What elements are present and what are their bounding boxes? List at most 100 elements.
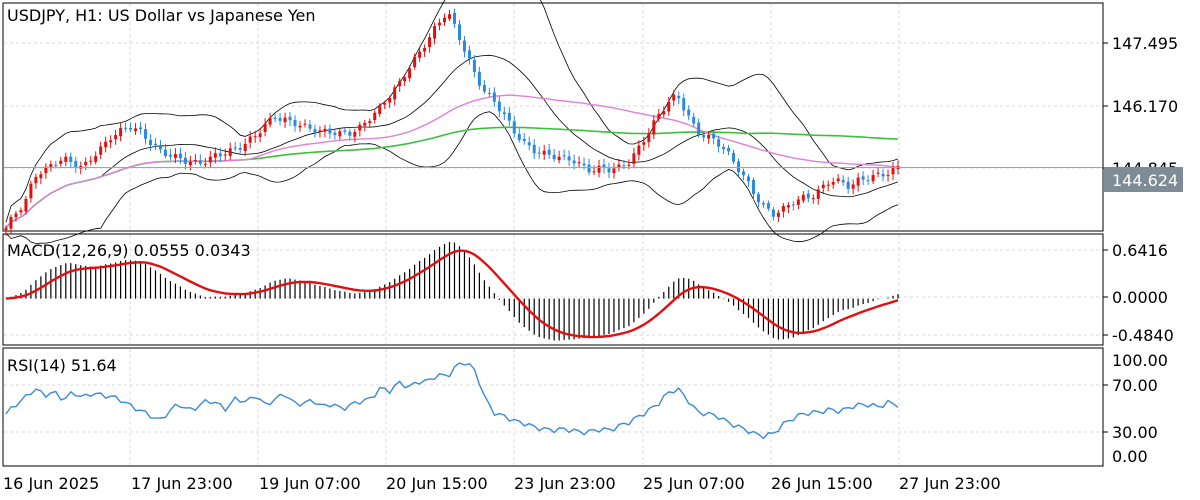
candle-body — [677, 95, 681, 99]
candle-body — [657, 113, 661, 120]
candle-body — [597, 165, 601, 173]
candle-body — [876, 172, 880, 174]
candle-body — [796, 199, 800, 205]
candle-body — [124, 127, 128, 129]
candle-body — [722, 146, 726, 150]
candle-body — [338, 131, 342, 137]
price-title: USDJPY, H1: US Dollar vs Japanese Yen — [7, 6, 316, 25]
candle — [886, 169, 890, 182]
time-tick-label: 25 Jun 07:00 — [643, 474, 745, 493]
candle-body — [866, 180, 870, 182]
candle-body — [333, 132, 337, 135]
candle-body — [348, 131, 352, 136]
candle-body — [253, 136, 257, 138]
candle-body — [393, 87, 397, 100]
candle — [776, 209, 780, 222]
rsi-title: RSI(14) 51.64 — [7, 356, 117, 375]
candle — [851, 179, 855, 195]
candle-body — [502, 112, 506, 115]
candle-body — [662, 111, 666, 115]
candle — [168, 148, 172, 161]
current-price-badge: 144.624 — [1104, 167, 1183, 192]
candle-body — [667, 101, 671, 112]
rsi-panel[interactable] — [2, 347, 1104, 467]
candle-body — [163, 149, 167, 156]
candle — [273, 112, 277, 123]
candle — [293, 115, 297, 132]
candle-body — [428, 37, 432, 47]
time-tick-label: 26 Jun 15:00 — [771, 474, 873, 493]
candle — [403, 74, 407, 87]
current-price-label: 144.624 — [1112, 171, 1178, 190]
candle — [722, 143, 726, 155]
candle — [687, 105, 691, 121]
candle-body — [542, 150, 546, 155]
candle — [258, 127, 262, 143]
candle-body — [806, 193, 810, 199]
candle — [771, 206, 775, 221]
candle-body — [607, 168, 611, 173]
candle-body — [761, 203, 765, 205]
candle-body — [398, 80, 402, 87]
candle — [163, 143, 167, 159]
candle — [248, 130, 252, 149]
candle-body — [173, 154, 177, 158]
candle-body — [717, 139, 721, 147]
candle-body — [438, 22, 442, 26]
candle — [333, 129, 337, 140]
candle — [173, 148, 177, 163]
candle-body — [632, 153, 636, 164]
candle-body — [403, 77, 407, 82]
candle-body — [59, 160, 63, 164]
candle — [318, 126, 322, 138]
candle — [512, 115, 516, 138]
candle — [652, 115, 656, 140]
macd-tick-label: 0.6416 — [1112, 241, 1168, 260]
candle-body — [134, 128, 138, 131]
candle-body — [786, 205, 790, 208]
candle-body — [49, 164, 53, 168]
candle-body — [856, 177, 860, 186]
candle — [587, 158, 591, 176]
candle-body — [881, 174, 885, 177]
candle — [99, 141, 103, 159]
candle — [677, 91, 681, 105]
candle — [114, 129, 118, 145]
candle — [238, 142, 242, 154]
candle-body — [846, 181, 850, 189]
candle-body — [572, 160, 576, 164]
price-panel[interactable] — [2, 2, 1104, 232]
candle-body — [388, 98, 392, 103]
candle-body — [64, 156, 68, 162]
candle — [348, 128, 352, 141]
candle — [507, 107, 511, 126]
candle-body — [776, 212, 780, 217]
candle-body — [537, 152, 541, 154]
candle — [448, 10, 452, 22]
candle — [607, 162, 611, 179]
rsi-tick-label: 0.00 — [1112, 447, 1148, 466]
candle-body — [512, 121, 516, 134]
candle — [647, 128, 651, 148]
candle — [298, 121, 302, 132]
candle-body — [208, 156, 212, 163]
candle — [632, 147, 636, 169]
candle-body — [34, 176, 38, 184]
candle-body — [507, 112, 511, 121]
time-tick-label: 17 Jun 23:00 — [131, 474, 233, 493]
candle — [59, 156, 63, 167]
candle-body — [697, 122, 701, 135]
candle-body — [378, 105, 382, 115]
candle-body — [477, 71, 481, 86]
candle — [846, 176, 850, 194]
candle — [467, 45, 471, 65]
candle — [303, 119, 307, 128]
candle-body — [557, 156, 561, 161]
macd-panel[interactable] — [2, 233, 1104, 346]
candle-body — [682, 98, 686, 111]
candle-body — [84, 161, 88, 166]
candle — [502, 106, 506, 121]
candle-body — [54, 164, 58, 166]
candle-body — [328, 128, 332, 134]
